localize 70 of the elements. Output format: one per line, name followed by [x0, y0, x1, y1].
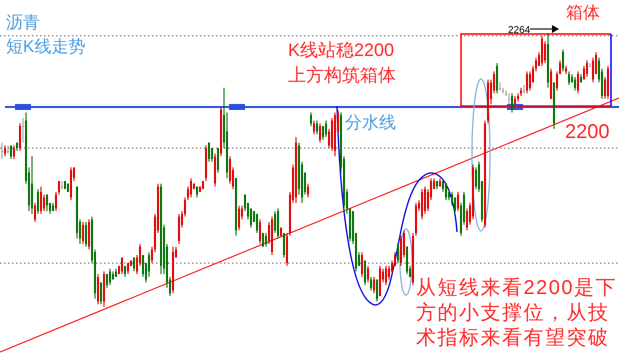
candlestick — [319, 122, 321, 144]
candlestick — [142, 254, 144, 278]
candlestick — [55, 191, 57, 212]
candlestick — [283, 232, 285, 258]
candlestick — [238, 205, 240, 231]
candlestick — [19, 122, 21, 152]
candlestick — [85, 222, 87, 248]
candlestick — [190, 178, 192, 198]
annotation: 从短线来看2200是下方的小支撑位，从技术指标来看有望突破 — [416, 277, 617, 349]
candlestick — [592, 57, 594, 83]
candlestick — [43, 194, 45, 212]
candlestick — [364, 260, 366, 286]
candlestick — [511, 92, 513, 113]
candlestick — [1, 142, 3, 160]
candlestick — [397, 243, 399, 264]
candlestick — [574, 76, 576, 92]
candlestick — [82, 222, 84, 244]
candlestick — [325, 120, 327, 138]
candlestick — [37, 188, 39, 214]
candlestick — [316, 120, 318, 135]
candlestick — [361, 252, 363, 278]
candlestick — [367, 265, 369, 283]
candlestick — [373, 276, 375, 294]
chart-title: 沥青 — [6, 13, 40, 32]
candlestick — [586, 60, 588, 78]
candlestick — [46, 194, 48, 212]
candlestick — [445, 183, 447, 201]
candlestick — [58, 180, 60, 196]
candlestick — [526, 70, 528, 94]
candlestick — [22, 117, 24, 144]
annotation: 2264 — [508, 25, 531, 36]
candlestick — [523, 84, 525, 94]
candlestick — [133, 257, 135, 272]
candlestick — [100, 282, 102, 305]
annotation: 2200 — [565, 121, 610, 143]
ref-line-label: 分水线 — [345, 112, 396, 132]
candlestick — [127, 262, 129, 275]
candlestick — [217, 148, 219, 174]
candlestick — [265, 232, 267, 248]
candlestick — [307, 183, 309, 198]
candlestick — [256, 213, 258, 234]
candlestick — [208, 142, 210, 162]
candlestick — [259, 218, 261, 244]
candlestick — [577, 70, 579, 94]
candlestick — [13, 144, 15, 160]
candlestick — [457, 191, 459, 212]
candlestick — [34, 202, 36, 223]
candlestick — [121, 257, 123, 275]
candlestick — [544, 40, 546, 64]
candlestick — [313, 120, 315, 135]
candlestick — [310, 112, 312, 127]
chart-subtitle: 短K线走势 — [6, 37, 86, 56]
candlestick — [475, 166, 477, 190]
candlestick — [4, 144, 6, 157]
candlestick — [529, 70, 531, 92]
candlestick — [109, 268, 111, 286]
candlestick — [562, 48, 564, 72]
candlestick — [589, 62, 591, 67]
candlestick — [568, 70, 570, 86]
annotation: K线站稳2200 — [288, 40, 394, 60]
candlestick — [274, 210, 276, 234]
text: 箱体 — [566, 3, 600, 22]
candlestick — [376, 279, 378, 302]
candlestick — [10, 144, 12, 160]
candlestick — [148, 252, 150, 278]
candlestick — [40, 186, 42, 214]
candlestick — [370, 276, 372, 292]
candlestick — [508, 92, 510, 105]
candlestick — [385, 265, 387, 286]
annotation: 上方构筑箱体 — [288, 65, 396, 85]
